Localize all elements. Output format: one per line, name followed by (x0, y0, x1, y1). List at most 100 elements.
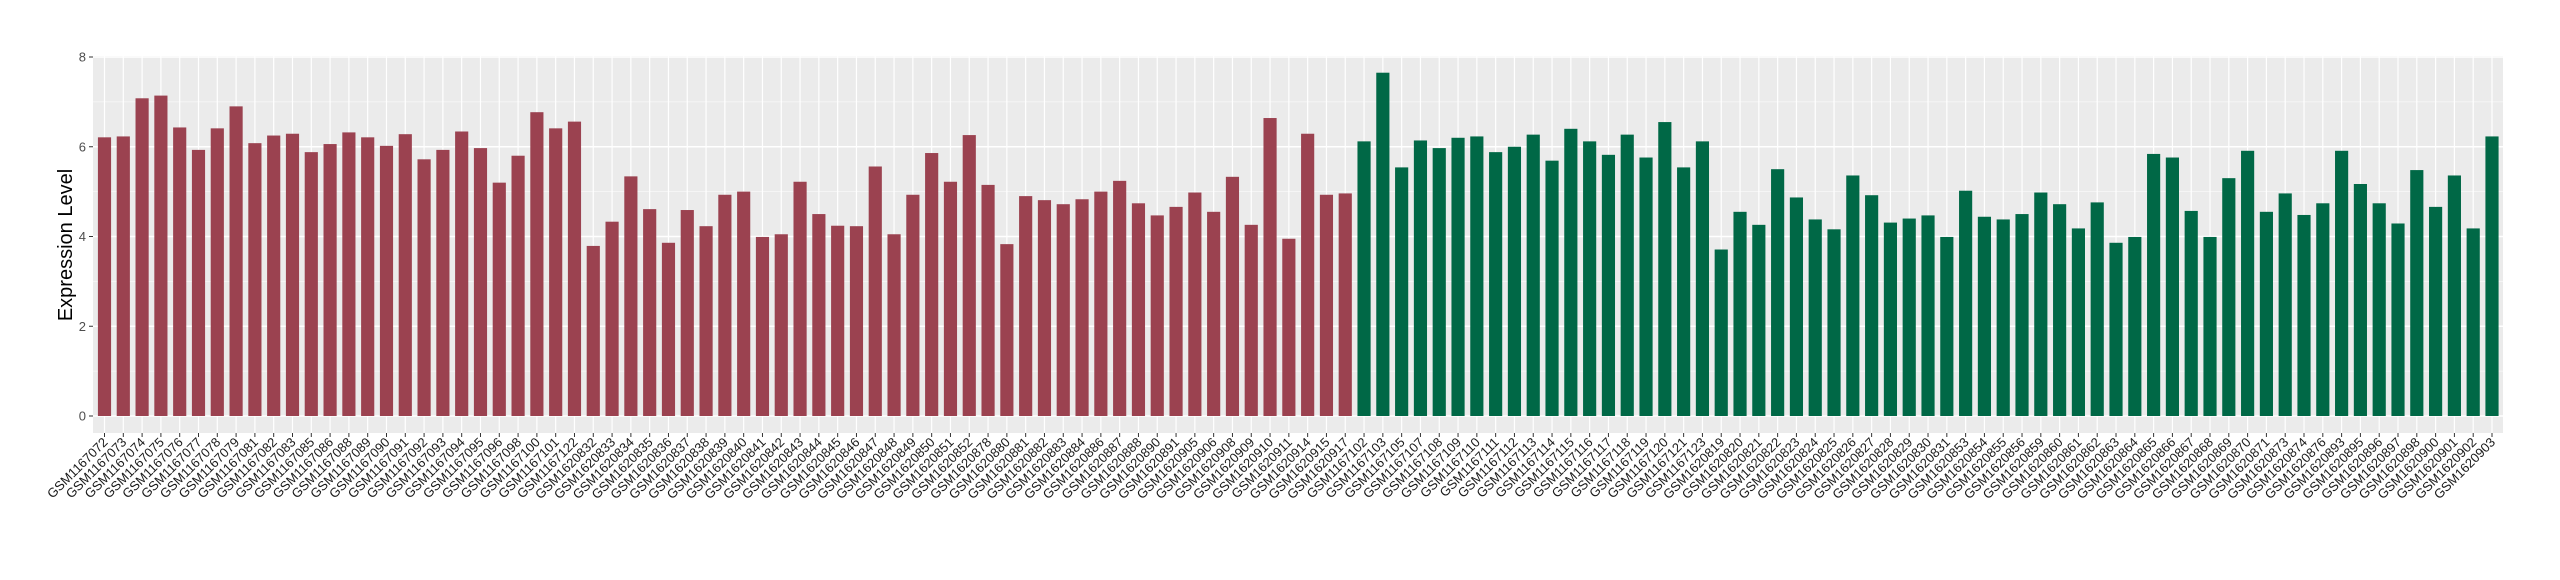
bar-GSM1167102 (1357, 141, 1371, 417)
bar-GSM1167101 (549, 128, 563, 416)
bar-GSM1620823 (1789, 197, 1804, 416)
bar-GSM1167094 (455, 131, 469, 416)
bar-GSM1167116 (1583, 141, 1597, 417)
bar-GSM1620841 (755, 236, 770, 416)
bar-GSM1167119 (1639, 157, 1653, 416)
bar-GSM1620864 (2128, 236, 2142, 416)
bar-GSM1167112 (1507, 146, 1522, 416)
bar-GSM1620878 (981, 184, 995, 416)
bar-GSM1620917 (1338, 193, 1352, 416)
bar-GSM1620909 (1244, 224, 1258, 416)
bar-GSM1167077 (191, 149, 206, 417)
bar-GSM1620883 (1056, 204, 1070, 416)
bar-GSM1620842 (774, 234, 788, 416)
bar-GSM1167088 (342, 132, 356, 416)
bar-GSM1620837 (680, 210, 694, 416)
bar-GSM1620859 (2034, 192, 2048, 416)
y-axis-title: Expression Level (55, 169, 77, 321)
y-tick-label: 4 (79, 229, 86, 244)
bar-GSM1620905 (1188, 192, 1202, 416)
bar-GSM1620896 (2372, 203, 2386, 416)
bar-GSM1620876 (2316, 203, 2330, 416)
bar-GSM1620897 (2391, 223, 2405, 416)
bar-GSM1620863 (2109, 242, 2123, 416)
bar-GSM1620914 (1301, 133, 1315, 416)
bar-GSM1620819 (1714, 249, 1728, 416)
bar-GSM1167075 (154, 95, 168, 416)
bar-GSM1167073 (116, 136, 130, 416)
bar-GSM1620893 (2335, 150, 2349, 416)
bar-GSM1620874 (2297, 214, 2311, 416)
y-tick-label: 6 (79, 139, 86, 154)
bar-GSM1167079 (229, 106, 243, 417)
bar-GSM1620871 (2259, 211, 2273, 416)
bar-GSM1620820 (1733, 211, 1747, 416)
bar-GSM1620833 (605, 221, 619, 416)
bar-GSM1620881 (1019, 196, 1033, 416)
bar-GSM1620825 (1827, 229, 1841, 416)
bar-GSM1167115 (1564, 128, 1578, 417)
bar-GSM1620888 (1131, 203, 1146, 416)
bar-GSM1167111 (1489, 152, 1503, 416)
bar-GSM1167086 (323, 144, 337, 416)
bar-GSM1620868 (2203, 236, 2217, 416)
bar-GSM1167110 (1470, 136, 1484, 416)
y-tick-label: 0 (79, 409, 86, 424)
bar-GSM1167098 (511, 155, 525, 416)
bar-GSM1167074 (135, 98, 149, 416)
bar-GSM1167118 (1620, 134, 1634, 417)
bar-GSM1620891 (1169, 206, 1183, 416)
bar-GSM1620855 (1996, 219, 2010, 416)
bar-GSM1620866 (2165, 157, 2179, 416)
bar-GSM1167120 (1658, 122, 1672, 416)
bar-GSM1167085 (304, 152, 318, 416)
bar-GSM1620844 (812, 214, 826, 416)
bar-GSM1620854 (1977, 216, 1992, 416)
y-tick-label: 2 (79, 319, 86, 334)
bar-GSM1167072 (97, 137, 112, 417)
bar-GSM1620908 (1225, 176, 1240, 416)
bar-GSM1620861 (2071, 228, 2085, 416)
bar-GSM1167081 (248, 143, 262, 416)
bar-GSM1620845 (831, 225, 845, 416)
bar-GSM1620903 (2485, 136, 2499, 416)
bar-GSM1620846 (849, 226, 864, 416)
bar-GSM1620849 (906, 194, 920, 416)
bar-GSM1167105 (1395, 167, 1409, 416)
bar-GSM1620835 (643, 209, 657, 416)
bar-GSM1167114 (1545, 160, 1559, 416)
bar-GSM1620848 (887, 234, 901, 416)
bar-GSM1620895 (2353, 183, 2367, 416)
bar-GSM1167076 (173, 127, 187, 417)
bar-GSM1167123 (1695, 141, 1710, 417)
bar-GSM1620870 (2241, 150, 2255, 416)
bar-GSM1167091 (398, 134, 412, 416)
bar-GSM1620851 (943, 181, 958, 416)
bar-GSM1620906 (1207, 211, 1221, 416)
bar-GSM1167095 (473, 148, 488, 416)
bar-GSM1620911 (1282, 238, 1296, 416)
bar-GSM1167093 (436, 149, 450, 417)
bar-GSM1620856 (2015, 214, 2029, 416)
bar-GSM1620862 (2090, 202, 2104, 416)
bar-GSM1620882 (1037, 200, 1052, 416)
bar-GSM1620886 (1094, 191, 1108, 416)
bar-GSM1620821 (1752, 224, 1766, 416)
bar-GSM1620900 (2429, 206, 2443, 416)
bar-GSM1620843 (793, 181, 807, 416)
bar-GSM1167117 (1601, 154, 1616, 416)
bar-GSM1620847 (868, 166, 882, 416)
bar-GSM1620839 (718, 194, 732, 416)
bar-GSM1620884 (1075, 199, 1089, 416)
bar-GSM1620827 (1865, 195, 1879, 416)
bar-GSM1620898 (2410, 170, 2424, 416)
bar-GSM1620910 (1263, 118, 1277, 416)
bar-GSM1167122 (567, 121, 582, 417)
bar-GSM1620867 (2184, 210, 2198, 416)
bar-GSM1620850 (925, 153, 939, 416)
bar-GSM1620836 (661, 242, 676, 416)
bars (97, 72, 2499, 417)
bar-GSM1167083 (285, 133, 300, 416)
bar-GSM1620831 (1940, 236, 1954, 416)
